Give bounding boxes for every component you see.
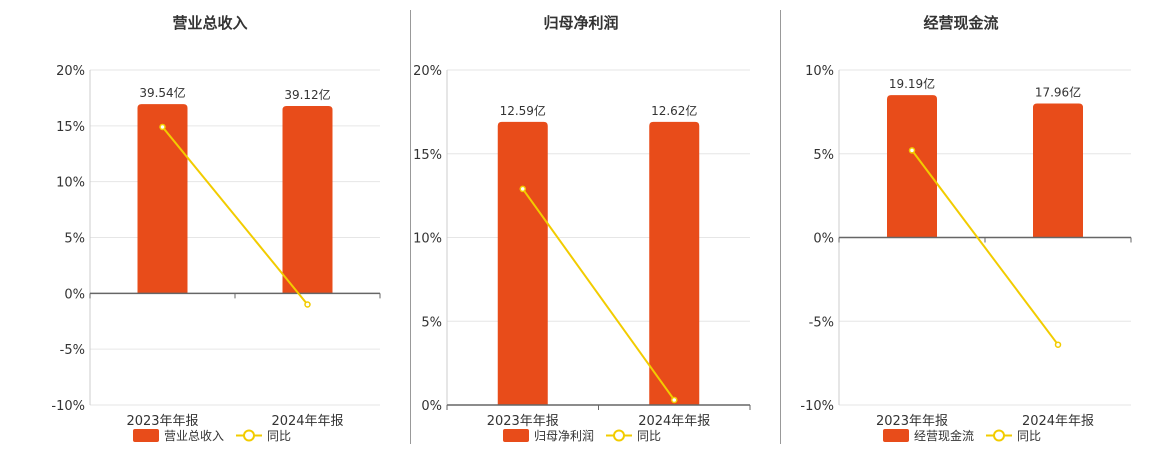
legend-line-marker — [243, 429, 255, 442]
legend-line-label: 同比 — [267, 429, 291, 443]
legend-line-label: 同比 — [637, 429, 661, 443]
bar — [649, 121, 700, 406]
bar-value-label: 12.59亿 — [500, 103, 546, 118]
y-tick-label: -10% — [51, 399, 85, 414]
y-tick-label: -5% — [809, 315, 834, 330]
x-category-label: 2024年年报 — [638, 414, 710, 429]
x-category-label: 2024年年报 — [1022, 414, 1094, 429]
y-tick-label: 15% — [56, 120, 85, 135]
bar-value-label: 17.96亿 — [1035, 85, 1081, 100]
y-tick-label: 10% — [413, 232, 442, 247]
x-category-label: 2023年年报 — [876, 414, 948, 429]
y-tick-label: 0% — [421, 399, 442, 414]
panel-divider — [410, 10, 411, 444]
y-tick-label: 15% — [413, 148, 442, 163]
y-tick-label: 5% — [421, 315, 442, 330]
chart-panel-net-profit: 归母净利润 20% 15% 10% 5% 0% 12.59亿 12.62亿 2023年年报 202… — [411, 0, 780, 450]
bar — [497, 121, 548, 406]
x-category-label: 2024年年报 — [271, 414, 343, 429]
legend-bar-swatch — [883, 429, 909, 442]
legend-line-label: 同比 — [1017, 429, 1041, 443]
legend-bar-label: 营业总收入 — [164, 429, 224, 443]
legend-bar-label: 归母净利润 — [534, 429, 594, 443]
yoy-line — [161, 126, 309, 306]
yoy-point — [519, 185, 526, 193]
yoy-point — [671, 396, 678, 404]
bar-value-label: 12.62亿 — [651, 103, 697, 118]
bar — [282, 105, 333, 294]
panel-divider — [780, 10, 781, 444]
x-category-label: 2023年年报 — [126, 414, 198, 429]
bar-value-label: 39.12亿 — [284, 87, 330, 102]
bar-value-label: 39.54亿 — [139, 85, 185, 100]
yoy-point — [908, 147, 916, 154]
y-tick-label: 20% — [56, 64, 85, 79]
yoy-point — [1054, 341, 1062, 348]
x-category-label: 2023年年报 — [487, 414, 559, 429]
chart-title: 营业总收入 — [172, 14, 247, 32]
legend-line-marker — [993, 429, 1005, 442]
legend-line-marker — [613, 429, 625, 442]
bar-value-label: 19.19亿 — [889, 76, 935, 91]
yoy-line — [911, 149, 1059, 346]
chart-panel-revenue: 营业总收入 20% 15% 10% 5% 0% -5% -10% 39.54亿 39.12亿 202… — [0, 0, 410, 450]
bar — [887, 95, 937, 238]
y-tick-label: 0% — [64, 287, 85, 302]
y-tick-label: 5% — [813, 148, 834, 163]
legend-bar-swatch — [503, 429, 529, 442]
legend-bar-label: 经营现金流 — [914, 428, 974, 443]
y-tick-label: 10% — [56, 176, 85, 191]
y-tick-label: -10% — [800, 399, 834, 414]
chart-net-profit: 归母净利润 20% 15% 10% 5% 0% 12.59亿 12.62亿 2023年年报 202… — [413, 14, 751, 443]
y-tick-label: 10% — [805, 64, 834, 79]
yoy-line — [521, 188, 676, 401]
y-tick-label: 0% — [813, 232, 834, 247]
bar — [137, 104, 188, 294]
yoy-point — [159, 123, 166, 131]
chart-revenue: 营业总收入 20% 15% 10% 5% 0% -5% -10% 39.54亿 39.12亿 202… — [51, 14, 381, 443]
y-tick-label: 20% — [413, 64, 442, 79]
yoy-point — [304, 301, 311, 308]
chart-title: 经营现金流 — [923, 14, 998, 32]
bar — [1033, 103, 1083, 238]
legend-bar-swatch — [133, 429, 159, 442]
y-tick-label: -5% — [60, 343, 85, 358]
y-tick-label: 5% — [64, 232, 85, 247]
chart-title: 归母净利润 — [543, 14, 618, 32]
chart-panel-cash-flow: 经营现金流 10% 5% 0% -5% -10% 19.19亿 17.96亿 2023年年报 20… — [781, 0, 1160, 450]
chart-cash-flow: 经营现金流 10% 5% 0% -5% -10% 19.19亿 17.96亿 2023年年报 20… — [800, 14, 1132, 443]
